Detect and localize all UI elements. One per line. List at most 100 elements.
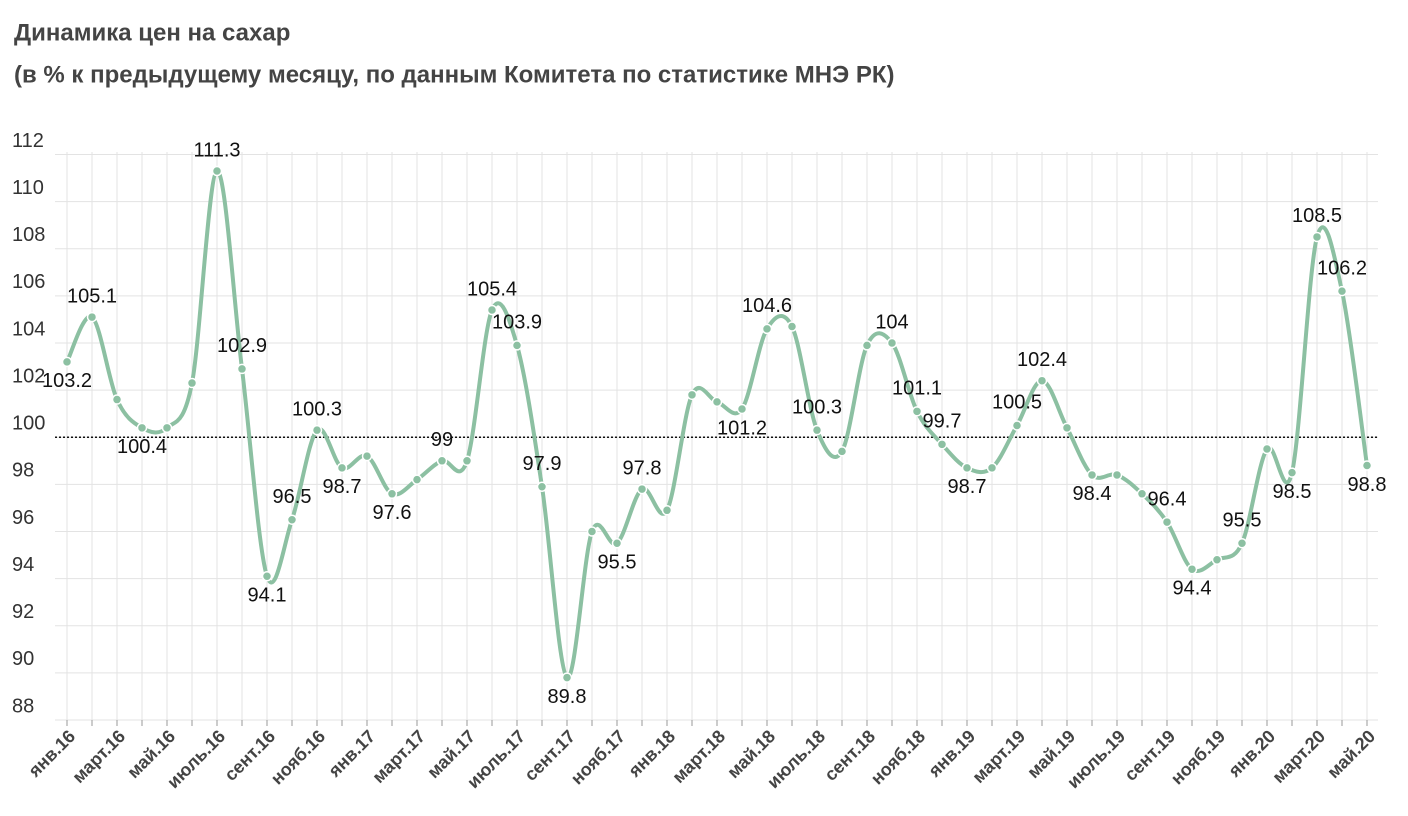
data-point xyxy=(436,455,448,467)
data-label: 89.8 xyxy=(548,686,587,708)
data-label: 105.1 xyxy=(67,285,117,307)
data-point xyxy=(811,424,823,436)
data-point xyxy=(136,422,148,434)
data-label: 98.7 xyxy=(323,476,362,498)
data-label: 97.9 xyxy=(523,453,562,475)
data-point xyxy=(1361,460,1373,471)
data-point xyxy=(961,462,973,474)
data-point xyxy=(936,439,948,450)
y-tick-label: 106 xyxy=(12,271,45,293)
x-tick-label: май.20 xyxy=(1323,726,1379,782)
data-label: 94.1 xyxy=(248,585,287,607)
data-point xyxy=(611,538,623,549)
data-point xyxy=(986,462,998,474)
data-point xyxy=(261,571,273,582)
data-point xyxy=(1311,231,1323,243)
data-point xyxy=(1011,420,1023,431)
data-point xyxy=(161,422,173,434)
data-point xyxy=(636,483,648,495)
data-point xyxy=(1186,563,1198,575)
data-label: 97.6 xyxy=(373,502,412,524)
data-label: 100.3 xyxy=(792,396,842,418)
y-tick-label: 98 xyxy=(12,460,34,482)
data-label: 105.4 xyxy=(467,278,517,300)
data-point xyxy=(686,389,698,401)
x-tick-label: март.19 xyxy=(968,726,1029,787)
data-label: 100.4 xyxy=(117,436,167,458)
data-point xyxy=(886,337,898,349)
data-label: 106.2 xyxy=(1317,257,1367,279)
data-label: 102.4 xyxy=(1017,349,1067,371)
data-label: 103.2 xyxy=(42,370,92,392)
data-label: 97.8 xyxy=(623,457,662,479)
data-point xyxy=(486,304,498,316)
data-point xyxy=(761,323,773,335)
data-point xyxy=(1036,375,1048,386)
data-label: 103.9 xyxy=(492,312,542,334)
data-label: 95.5 xyxy=(598,552,637,574)
data-label: 98.5 xyxy=(1273,481,1312,503)
data-label: 98.7 xyxy=(948,476,987,498)
data-label: 108.5 xyxy=(1292,205,1342,227)
x-tick-label: март.16 xyxy=(68,726,129,787)
data-label: 111.3 xyxy=(193,139,240,161)
x-tick-label: нояб.19 xyxy=(1167,726,1229,788)
data-label: 96.4 xyxy=(1148,488,1187,510)
data-label: 101.1 xyxy=(892,378,942,400)
data-label: 94.4 xyxy=(1173,577,1212,599)
data-label: 96.5 xyxy=(273,486,312,508)
data-point xyxy=(836,446,848,457)
data-point xyxy=(911,406,923,417)
data-label: 104.6 xyxy=(742,295,792,317)
data-point xyxy=(236,363,248,375)
y-tick-label: 108 xyxy=(12,224,45,246)
data-point xyxy=(586,526,598,537)
y-tick-label: 102 xyxy=(12,365,45,387)
data-point xyxy=(561,672,573,683)
data-point xyxy=(1136,488,1148,500)
data-point xyxy=(461,455,473,467)
x-tick-label: нояб.16 xyxy=(267,726,329,788)
data-point xyxy=(1286,467,1298,478)
data-point xyxy=(211,165,223,177)
data-point xyxy=(1336,285,1348,297)
data-point xyxy=(361,450,373,462)
data-point xyxy=(736,403,748,415)
data-point xyxy=(61,356,73,368)
data-label: 100.5 xyxy=(992,392,1042,414)
data-point xyxy=(1261,443,1273,455)
chart-title: Динамика цен на сахар xyxy=(14,19,290,46)
y-tick-label: 110 xyxy=(12,177,44,199)
data-point xyxy=(1211,554,1223,566)
y-tick-label: 92 xyxy=(12,601,34,623)
data-point xyxy=(786,321,798,332)
x-tick-label: нояб.18 xyxy=(867,726,929,788)
data-point xyxy=(336,462,348,474)
data-point xyxy=(711,396,723,408)
data-point xyxy=(861,340,873,351)
data-point xyxy=(1236,538,1248,549)
y-tick-label: 88 xyxy=(12,695,34,717)
y-tick-label: 104 xyxy=(12,318,45,340)
data-label: 98.4 xyxy=(1073,483,1112,505)
data-point xyxy=(1111,469,1123,481)
y-tick-label: 112 xyxy=(12,130,44,152)
data-label: 100.3 xyxy=(292,398,342,420)
chart-subtitle: (в % к предыдущему месяцу, по данным Ком… xyxy=(14,61,894,88)
x-tick-label: март.18 xyxy=(668,726,729,787)
data-label: 95.5 xyxy=(1223,510,1262,532)
data-point xyxy=(1086,469,1098,481)
data-point xyxy=(1161,516,1173,528)
x-tick-label: нояб.17 xyxy=(567,726,629,788)
x-tick-label: март.20 xyxy=(1268,726,1329,787)
data-label: 99.7 xyxy=(923,411,962,433)
data-point xyxy=(186,377,198,389)
data-label: 98.8 xyxy=(1348,474,1387,496)
data-label: 101.2 xyxy=(717,417,767,439)
data-point xyxy=(536,481,548,492)
data-point xyxy=(311,424,323,436)
data-label: 104 xyxy=(875,311,908,333)
data-point xyxy=(86,311,98,323)
data-point xyxy=(661,505,673,516)
